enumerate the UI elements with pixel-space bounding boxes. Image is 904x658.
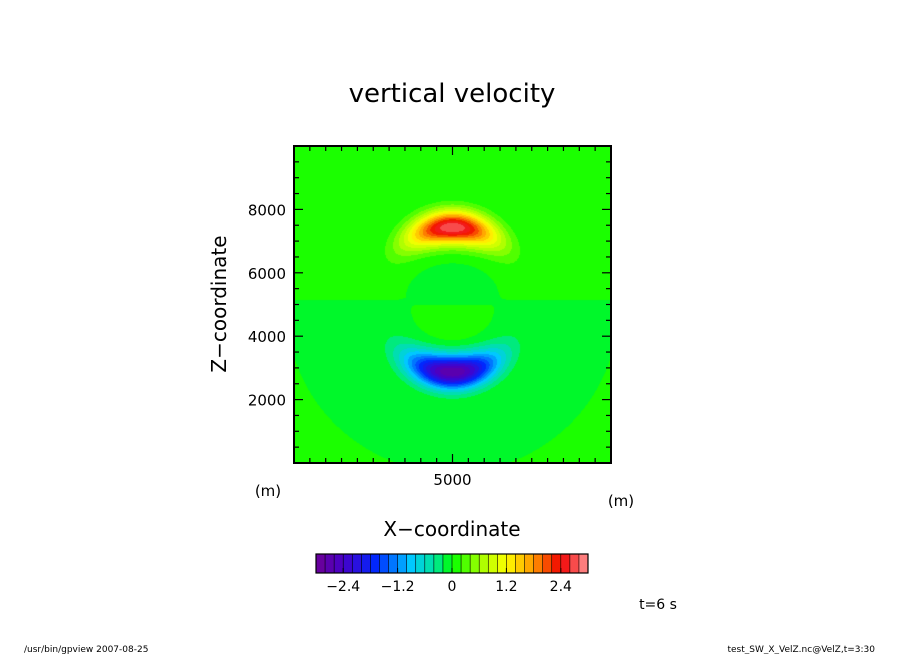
- colorbar-cell: [497, 554, 507, 573]
- axes-ticks: 5000 2000 4000 6000 8000: [248, 146, 611, 489]
- colorbar-cell: [397, 554, 408, 573]
- colorbar-cell: [479, 554, 489, 573]
- colorbar-tick-label: −1.2: [381, 579, 415, 595]
- colorbar-cell: [334, 554, 344, 573]
- colorbar-cell: [524, 554, 534, 573]
- colorbar-cell: [551, 554, 562, 573]
- colorbar-tick-label: −2.4: [326, 579, 360, 595]
- colorbar-cell: [352, 554, 362, 573]
- footer-left: /usr/bin/gpview 2007-08-25: [24, 645, 148, 654]
- colorbar-cell: [343, 554, 353, 573]
- colorbar-cell: [379, 554, 389, 573]
- colorbar-cell: [578, 554, 589, 573]
- colorbar-tick-label: 2.4: [550, 579, 572, 595]
- y-tick-label: 2000: [248, 392, 286, 410]
- x-tick-label: 5000: [433, 471, 471, 489]
- y-tick-label: 4000: [248, 328, 286, 346]
- colorbar-cell: [415, 554, 426, 573]
- colorbar-cell: [461, 554, 471, 573]
- colorbar-cell: [370, 554, 380, 573]
- colorbar-cell: [433, 554, 444, 573]
- footer-right: test_SW_X_VelZ.nc@VelZ,t=3:30: [727, 645, 875, 654]
- y-axis-unit: (m): [255, 482, 281, 500]
- velocity-field: [294, 146, 611, 463]
- colorbar-cell: [470, 554, 480, 573]
- y-axis-label: Z−coordinate: [207, 235, 231, 372]
- colorbar-cell: [560, 554, 571, 573]
- chart-title: vertical velocity: [349, 79, 556, 109]
- colorbar-tick-label: 1.2: [495, 579, 517, 595]
- colorbar: −2.4 −1.2 0 1.2 2.4: [315, 553, 589, 595]
- colorbar-cell: [388, 554, 398, 573]
- colorbar-cell: [361, 554, 371, 573]
- colorbar-cell: [452, 554, 462, 573]
- colorbar-cell: [488, 554, 498, 573]
- x-axis-unit: (m): [608, 492, 634, 510]
- plot-area: [293, 145, 612, 464]
- colorbar-cell: [533, 554, 544, 573]
- colorbar-cell: [515, 554, 525, 573]
- colorbar-cell: [424, 554, 435, 573]
- colorbar-cell: [569, 554, 580, 573]
- colorbar-cell: [325, 554, 335, 573]
- colorbar-tick-label: 0: [448, 579, 457, 595]
- colorbar-cell: [542, 554, 553, 573]
- colorbar-cell: [406, 554, 417, 573]
- y-tick-label: 8000: [248, 201, 286, 219]
- y-tick-label: 6000: [248, 265, 286, 283]
- colorbar-cell: [316, 554, 326, 573]
- time-label: t=6 s: [639, 597, 677, 613]
- colorbar-cell: [442, 554, 453, 573]
- colorbar-cell: [506, 554, 516, 573]
- x-axis-label: X−coordinate: [383, 517, 520, 541]
